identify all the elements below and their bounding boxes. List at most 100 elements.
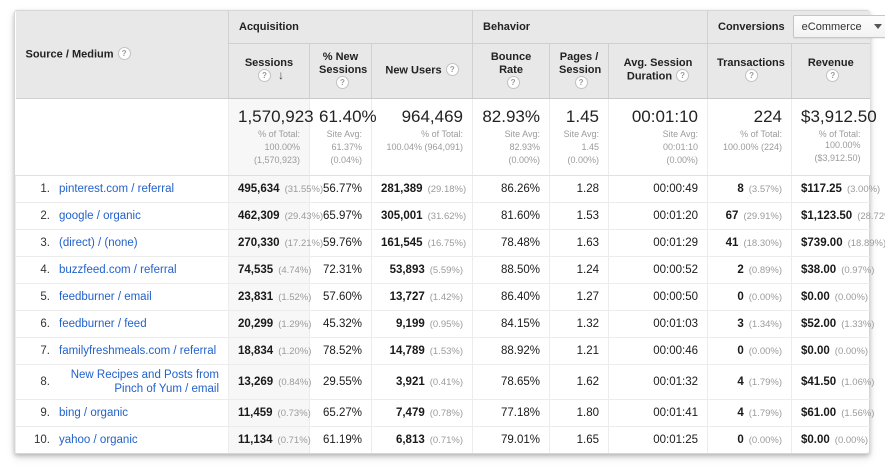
summary-bounce-rate-cell: 82.93% Site Avg: 82.93% (0.00%) (472, 98, 550, 176)
summary-sessions-sub1: % of Total: (258, 128, 300, 139)
row-bounce-rate-cell: 81.60% (472, 202, 550, 230)
group-header-conversions: Conversions eCommerce (707, 11, 885, 44)
row-revenue-cell: $38.00 (0.97%) (791, 256, 874, 284)
source-medium-link[interactable]: feedburner / feed (59, 317, 147, 330)
source-medium-link[interactable]: pinterest.com / referral (59, 182, 175, 195)
row-pages-session-cell: 1.28 (549, 175, 609, 203)
chevron-down-icon (873, 24, 882, 30)
row-pct-new-sessions-cell: 72.31% (309, 256, 372, 284)
source-medium-link[interactable]: familyfreshmeals.com / referral (59, 344, 217, 357)
avg-session-duration-value: 00:01:25 (653, 433, 699, 446)
help-icon[interactable]: ? (445, 62, 459, 76)
row-new-users-cell: 53,893 (5.59%) (370, 256, 473, 284)
new-users-percent: (0.41%) (429, 376, 464, 388)
help-icon[interactable]: ? (676, 69, 690, 83)
revenue-percent: (0.00%) (834, 291, 869, 303)
column-header-pct-new-sessions[interactable]: % New Sessions? (309, 43, 372, 99)
summary-revenue-value: $3,912.50 (801, 106, 877, 126)
sessions-value: 13,269 (238, 375, 274, 388)
row-transactions-cell: 0 (0.00%) (707, 426, 792, 453)
row-dimension-cell: 6. feedburner / feed (15, 310, 229, 338)
sort-descending-icon[interactable]: ↓ (278, 68, 284, 83)
revenue-percent: (28.72%) (857, 210, 885, 222)
column-header-source-medium[interactable]: Source / Medium? (15, 11, 229, 99)
column-header-revenue[interactable]: Revenue? (791, 43, 870, 99)
help-icon[interactable]: ? (336, 75, 349, 89)
help-icon[interactable]: ? (506, 75, 520, 89)
new-users-value: 13,727 (389, 290, 425, 303)
column-header-sessions[interactable]: Sessions? ↓ (228, 43, 310, 99)
summary-sessions-cell: 1,570,923 % of Total: 100.00% (1,570,923… (228, 98, 314, 176)
row-sessions-cell: 23,831 (1.52%) (228, 283, 311, 311)
column-header-transactions[interactable]: Transactions? (707, 43, 792, 99)
source-medium-link[interactable]: bing / organic (59, 406, 129, 419)
pages-session-value: 1.28 (576, 182, 600, 195)
summary-revenue-sub1: % of Total: 100.00% (818, 128, 861, 150)
help-icon[interactable]: ? (745, 69, 759, 83)
revenue-value: $0.00 (801, 433, 830, 446)
help-icon[interactable]: ? (574, 75, 588, 89)
row-dimension-cell: 8. New Recipes and Posts from Pinch of Yu… (15, 364, 229, 400)
summary-pages-session-value: 1.45 (565, 106, 600, 126)
source-medium-link[interactable]: yahoo / organic (59, 433, 138, 446)
source-medium-link[interactable]: New Recipes and Posts from Pinch of Yum … (70, 368, 219, 395)
column-header-bounce-rate[interactable]: Bounce Rate? (472, 43, 550, 99)
row-revenue-cell: $61.00 (1.56%) (791, 399, 874, 427)
transactions-percent: (18.30%) (743, 237, 783, 249)
transactions-value: 0 (737, 344, 744, 357)
conversions-type-select[interactable]: eCommerce (792, 15, 885, 39)
bounce-rate-value: 88.92% (501, 344, 541, 357)
avg-session-duration-value: 00:01:41 (653, 406, 699, 419)
summary-new-users-sub1: % of Total: (421, 128, 464, 139)
help-icon[interactable]: ? (117, 46, 131, 60)
row-dimension-cell: 4. buzzfeed.com / referral (15, 256, 229, 284)
avg-session-duration-value: 00:00:52 (653, 263, 699, 276)
revenue-percent: (1.06%) (841, 376, 875, 388)
help-icon[interactable]: ? (826, 69, 840, 83)
row-sessions-cell: 11,459 (0.73%) (228, 399, 311, 427)
new-users-value: 53,893 (389, 263, 425, 276)
row-bounce-rate-cell: 78.65% (472, 364, 550, 400)
sessions-value: 462,309 (238, 209, 280, 222)
revenue-value: $0.00 (801, 344, 830, 357)
sessions-value: 11,459 (238, 406, 273, 419)
row-dimension-cell: 9. bing / organic (15, 399, 229, 427)
avg-session-duration-value: 00:01:29 (653, 236, 699, 249)
row-dimension-cell: 10. yahoo / organic (15, 426, 229, 453)
revenue-value: $0.00 (801, 290, 830, 303)
summary-pages-session-sub1: Site Avg: (563, 128, 600, 139)
transactions-value: 3 (737, 317, 744, 330)
row-sessions-cell: 270,330 (17.21%) (228, 229, 323, 257)
source-medium-report-table: Source / Medium? Acquisition Behavior Co… (14, 10, 885, 454)
source-medium-link[interactable]: feedburner / email (59, 290, 152, 303)
row-dimension-cell: 7. familyfreshmeals.com / referral (15, 337, 229, 365)
row-avg-session-duration-cell: 00:00:50 (608, 283, 708, 311)
summary-new-users-cell: 964,469 % of Total: 100.04% (964,091) (370, 98, 473, 176)
transactions-percent: (1.79%) (748, 407, 783, 419)
column-header-pages-session[interactable]: Pages / Session? (549, 43, 609, 99)
column-header-source-medium-label: Source / Medium (25, 48, 114, 61)
table-row: 4. buzzfeed.com / referral 74,535 (4.74%) 72… (15, 256, 874, 284)
revenue-percent: (0.00%) (834, 345, 869, 357)
column-header-new-users[interactable]: New Users? (370, 43, 473, 99)
column-group-row: Source / Medium? Acquisition Behavior Co… (15, 11, 885, 99)
pages-session-value: 1.21 (576, 344, 600, 357)
pct-new-sessions-value: 65.27% (322, 406, 362, 419)
row-avg-session-duration-cell: 00:01:03 (608, 310, 708, 338)
help-icon[interactable]: ? (258, 69, 271, 83)
row-dimension-cell: 1. pinterest.com / referral (15, 175, 229, 203)
summary-new-users-value: 964,469 (401, 106, 464, 126)
bounce-rate-value: 86.40% (501, 290, 541, 303)
transactions-value: 0 (737, 433, 744, 446)
row-pages-session-cell: 1.21 (549, 337, 609, 365)
row-index: 6. (40, 317, 50, 330)
column-header-avg-session-duration[interactable]: Avg. Session Duration? (608, 43, 708, 99)
sessions-percent: (29.43%) (284, 210, 324, 222)
source-medium-link[interactable]: buzzfeed.com / referral (59, 263, 177, 276)
summary-transactions-cell: 224 % of Total: 100.00% (224) (707, 98, 792, 176)
row-pages-session-cell: 1.62 (549, 364, 609, 400)
row-revenue-cell: $739.00 (18.89%) (791, 229, 885, 257)
source-medium-link[interactable]: google / organic (59, 209, 141, 222)
source-medium-link[interactable]: (direct) / (none) (59, 236, 138, 249)
pages-session-value: 1.32 (576, 317, 600, 330)
